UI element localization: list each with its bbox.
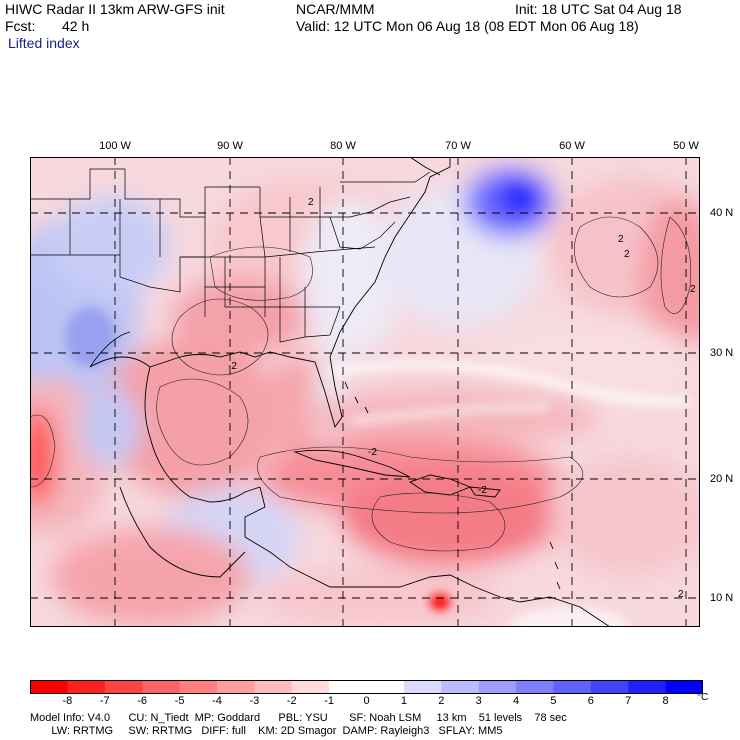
- legend-swatch: [441, 680, 480, 694]
- lon-label: 90 W: [217, 140, 243, 152]
- contour-label: 2: [678, 589, 684, 600]
- legend-tick-label: 2: [438, 695, 445, 707]
- legend-swatch: [478, 680, 517, 694]
- legend-tick-label: -6: [137, 695, 148, 707]
- legend-swatch: [590, 680, 629, 694]
- color-legend: [30, 680, 703, 694]
- state-borders: [30, 168, 431, 343]
- legend-unit: °C: [697, 692, 709, 703]
- legend-frame: [30, 680, 703, 694]
- lifted-index-map: 2 2 2 2 2 -2 -2 -2: [30, 157, 700, 627]
- legend-tick-label: -8: [62, 695, 73, 707]
- legend-tick-label: -3: [249, 695, 260, 707]
- lon-label: 50 W: [673, 140, 699, 152]
- legend-tick-label: 0: [363, 695, 370, 707]
- legend-tick-label: 3: [475, 695, 482, 707]
- lon-label: 80 W: [330, 140, 356, 152]
- fcst-value: 42 h: [62, 18, 90, 34]
- contour-label: 2: [308, 197, 314, 208]
- legend-tick-label: 4: [512, 695, 520, 707]
- legend-swatch: [403, 680, 442, 694]
- valid-time: Valid: 12 UTC Mon 06 Aug 18 (08 EDT Mon …: [296, 18, 639, 34]
- contour-label: 2: [618, 234, 624, 245]
- field-detail: [65, 307, 691, 627]
- legend-swatch: [628, 680, 667, 694]
- legend-swatch: [366, 680, 405, 694]
- legend-tick-label: -1: [324, 695, 334, 707]
- model-title: HIWC Radar II 13km ARW-GFS init: [5, 1, 225, 17]
- legend-swatch: [553, 680, 592, 694]
- lon-label: 70 W: [445, 140, 471, 152]
- org-label: NCAR/MMM: [296, 1, 375, 17]
- lon-label: 60 W: [559, 140, 585, 152]
- legend-swatch: [104, 680, 143, 694]
- contour-label: -2: [478, 485, 487, 496]
- lat-label: 40 N: [710, 207, 734, 219]
- legend-swatch: [142, 680, 181, 694]
- lon-label: 100 W: [99, 140, 131, 152]
- legend-swatch: [254, 680, 293, 694]
- legend-tick-label: 1: [400, 695, 407, 707]
- contour-label: -2: [368, 447, 377, 458]
- map-frame: [30, 157, 700, 627]
- contour-lines: [30, 216, 692, 552]
- lat-label: 10 N: [710, 592, 734, 604]
- legend-swatch: [30, 680, 68, 694]
- contour-label: 2: [690, 284, 696, 295]
- field-name: Lifted index: [8, 35, 80, 51]
- lat-label: 30 N: [710, 347, 734, 359]
- legend-tick-label: 7: [625, 695, 632, 707]
- legend-swatch: [179, 680, 218, 694]
- contour-label: -2: [228, 361, 237, 372]
- model-info-line2: LW: RRTMG SW: RRTMG DIFF: full KM: 2D Sm…: [30, 725, 503, 737]
- legend-swatch: [665, 680, 703, 694]
- legend-tick-label: 6: [587, 695, 594, 707]
- model-info-line1: Model Info: V4.0 CU: N_Tiedt MP: Goddard…: [30, 712, 567, 724]
- legend-tick-label: 8: [662, 695, 669, 707]
- legend-swatch: [291, 680, 330, 694]
- legend-tick-label: -5: [174, 695, 185, 707]
- legend-swatch: [329, 680, 367, 694]
- lat-label: 20 N: [710, 473, 734, 485]
- legend-tick-label: 5: [550, 695, 557, 707]
- init-time: Init: 18 UTC Sat 04 Aug 18: [515, 1, 682, 17]
- fcst-label: Fcst:: [5, 18, 36, 34]
- legend-swatch: [216, 680, 255, 694]
- legend-tick-label: -7: [99, 695, 110, 707]
- legend-tick-label: -4: [212, 695, 222, 707]
- coastlines: [89, 157, 611, 627]
- legend-swatch: [67, 680, 106, 694]
- contour-label: 2: [624, 249, 630, 260]
- legend-swatch: [516, 680, 554, 694]
- legend-tick-label: -2: [286, 695, 297, 707]
